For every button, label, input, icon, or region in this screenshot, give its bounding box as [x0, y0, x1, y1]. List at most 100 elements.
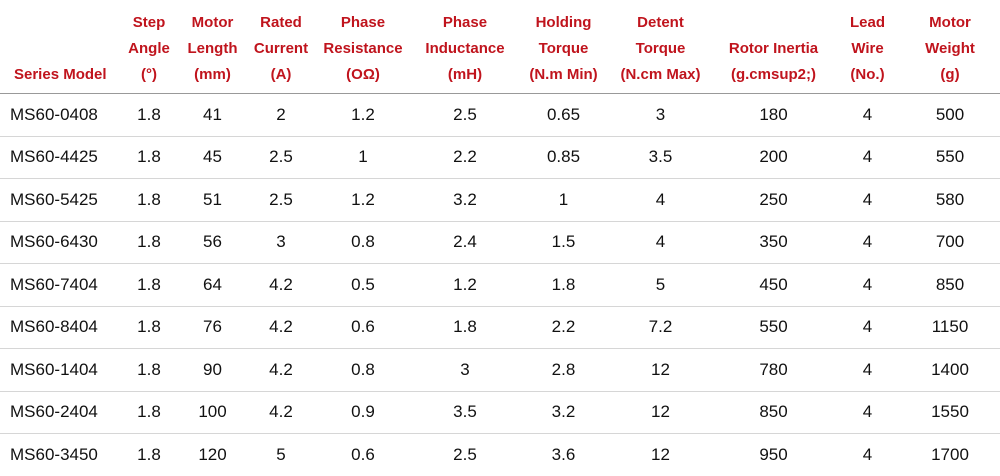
- cell-rated-current: 4.2: [248, 390, 314, 434]
- cell-rated-current: 3: [248, 220, 314, 264]
- cell-holding-torque: 0.85: [518, 135, 609, 179]
- cell-motor-length: 51: [177, 178, 248, 221]
- cell-holding-torque: 0.65: [518, 93, 609, 136]
- cell-rated-current: 4.2: [248, 305, 314, 349]
- cell-step-angle: 1.8: [121, 178, 177, 221]
- cell-holding-torque: 3.6: [518, 433, 609, 476]
- cell-motor-length: 41: [177, 93, 248, 136]
- cell-series-model: MS60-4425: [0, 135, 121, 179]
- header-step-angle: Step Angle (°): [128, 14, 170, 83]
- cell-motor-length: 90: [177, 348, 248, 391]
- cell-rated-current: 2: [248, 93, 314, 136]
- cell-phase-resistance: 1.2: [314, 93, 412, 136]
- cell-motor-weight: 580: [900, 178, 1000, 221]
- cell-series-model: MS60-7404: [0, 263, 121, 306]
- cell-rotor-inertia: 250: [712, 178, 835, 221]
- table-row: MS60-1404 1.8 90 4.2 0.8 3 2.8 12 780 4 …: [0, 348, 1000, 391]
- cell-step-angle: 1.8: [121, 263, 177, 306]
- cell-motor-weight: 1150: [900, 305, 1000, 349]
- cell-phase-inductance: 2.5: [412, 433, 518, 476]
- cell-series-model: MS60-6430: [0, 220, 121, 264]
- cell-rotor-inertia: 950: [712, 433, 835, 476]
- cell-series-model: MS60-8404: [0, 305, 121, 349]
- cell-detent-torque: 12: [609, 433, 712, 476]
- table-row: MS60-8404 1.8 76 4.2 0.6 1.8 2.2 7.2 550…: [0, 305, 1000, 349]
- table-row: MS60-7404 1.8 64 4.2 0.5 1.2 1.8 5 450 4…: [0, 263, 1000, 306]
- cell-detent-torque: 5: [609, 263, 712, 306]
- cell-series-model: MS60-3450: [0, 433, 121, 476]
- cell-phase-resistance: 0.8: [314, 220, 412, 264]
- table-row: MS60-6430 1.8 56 3 0.8 2.4 1.5 4 350 4 7…: [0, 220, 1000, 264]
- table-row: MS60-5425 1.8 51 2.5 1.2 3.2 1 4 250 4 5…: [0, 178, 1000, 221]
- cell-detent-torque: 12: [609, 390, 712, 434]
- cell-rotor-inertia: 780: [712, 348, 835, 391]
- cell-phase-inductance: 3: [412, 348, 518, 391]
- cell-motor-weight: 1550: [900, 390, 1000, 434]
- cell-motor-length: 56: [177, 220, 248, 264]
- table-row: MS60-0408 1.8 41 2 1.2 2.5 0.65 3 180 4 …: [0, 93, 1000, 136]
- cell-detent-torque: 4: [609, 178, 712, 221]
- header-motor-length: Motor Length (mm): [187, 14, 238, 83]
- cell-detent-torque: 12: [609, 348, 712, 391]
- cell-lead-wire: 4: [835, 305, 900, 349]
- cell-motor-length: 45: [177, 135, 248, 179]
- cell-series-model: MS60-5425: [0, 178, 121, 221]
- table-row: MS60-2404 1.8 100 4.2 0.9 3.5 3.2 12 850…: [0, 390, 1000, 434]
- header-detent-torque: Detent Torque (N.cm Max): [620, 14, 701, 83]
- cell-phase-inductance: 2.2: [412, 135, 518, 179]
- cell-motor-length: 120: [177, 433, 248, 476]
- cell-step-angle: 1.8: [121, 348, 177, 391]
- cell-phase-resistance: 0.6: [314, 433, 412, 476]
- cell-lead-wire: 4: [835, 178, 900, 221]
- cell-rotor-inertia: 180: [712, 93, 835, 136]
- cell-detent-torque: 4: [609, 220, 712, 264]
- cell-motor-length: 100: [177, 390, 248, 434]
- cell-motor-weight: 700: [900, 220, 1000, 264]
- cell-series-model: MS60-1404: [0, 348, 121, 391]
- cell-rated-current: 4.2: [248, 348, 314, 391]
- cell-phase-resistance: 0.6: [314, 305, 412, 349]
- cell-detent-torque: 3.5: [609, 135, 712, 179]
- cell-rotor-inertia: 850: [712, 390, 835, 434]
- cell-holding-torque: 1: [518, 178, 609, 221]
- cell-phase-resistance: 1: [314, 135, 412, 179]
- cell-rotor-inertia: 550: [712, 305, 835, 349]
- cell-detent-torque: 3: [609, 93, 712, 136]
- cell-detent-torque: 7.2: [609, 305, 712, 349]
- cell-motor-length: 64: [177, 263, 248, 306]
- header-motor-weight: Motor Weight (g): [925, 14, 975, 83]
- cell-lead-wire: 4: [835, 433, 900, 476]
- cell-phase-inductance: 2.5: [412, 93, 518, 136]
- header-series-model: Series Model: [14, 66, 107, 83]
- cell-lead-wire: 4: [835, 93, 900, 136]
- cell-holding-torque: 2.2: [518, 305, 609, 349]
- cell-motor-weight: 1700: [900, 433, 1000, 476]
- cell-rotor-inertia: 350: [712, 220, 835, 264]
- cell-motor-weight: 1400: [900, 348, 1000, 391]
- cell-rated-current: 5: [248, 433, 314, 476]
- cell-step-angle: 1.8: [121, 305, 177, 349]
- cell-holding-torque: 3.2: [518, 390, 609, 434]
- cell-rated-current: 2.5: [248, 135, 314, 179]
- cell-step-angle: 1.8: [121, 220, 177, 264]
- cell-lead-wire: 4: [835, 263, 900, 306]
- cell-motor-weight: 550: [900, 135, 1000, 179]
- header-rated-current: Rated Current (A): [253, 14, 309, 83]
- cell-phase-inductance: 1.8: [412, 305, 518, 349]
- cell-motor-weight: 500: [900, 93, 1000, 136]
- header-holding-torque: Holding Torque (N.m Min): [529, 14, 598, 83]
- cell-lead-wire: 4: [835, 220, 900, 264]
- cell-lead-wire: 4: [835, 135, 900, 179]
- cell-step-angle: 1.8: [121, 390, 177, 434]
- header-rotor-inertia: Rotor Inertia (g.cmsup2;): [728, 40, 819, 83]
- cell-rated-current: 2.5: [248, 178, 314, 221]
- cell-phase-inductance: 1.2: [412, 263, 518, 306]
- cell-motor-length: 76: [177, 305, 248, 349]
- cell-phase-inductance: 3.5: [412, 390, 518, 434]
- header-row: Series Model Step Angle (°) Motor Length…: [0, 0, 1000, 94]
- cell-rotor-inertia: 200: [712, 135, 835, 179]
- header-phase-resistance: Phase Resistance (OΩ): [323, 14, 403, 83]
- cell-rated-current: 4.2: [248, 263, 314, 306]
- cell-holding-torque: 1.8: [518, 263, 609, 306]
